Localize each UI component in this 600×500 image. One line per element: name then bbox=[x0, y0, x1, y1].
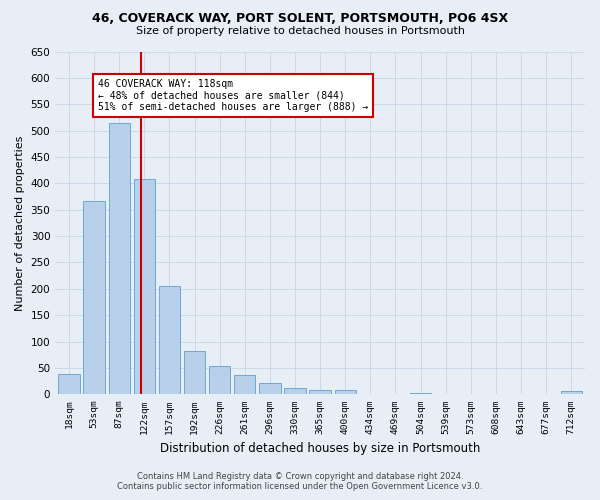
Text: Contains HM Land Registry data © Crown copyright and database right 2024.
Contai: Contains HM Land Registry data © Crown c… bbox=[118, 472, 482, 491]
Bar bbox=[159, 286, 180, 395]
Bar bbox=[410, 392, 431, 394]
Bar bbox=[209, 366, 230, 394]
Text: Size of property relative to detached houses in Portsmouth: Size of property relative to detached ho… bbox=[136, 26, 464, 36]
Bar bbox=[83, 201, 105, 394]
Text: 46 COVERACK WAY: 118sqm
← 48% of detached houses are smaller (844)
51% of semi-d: 46 COVERACK WAY: 118sqm ← 48% of detache… bbox=[98, 79, 368, 112]
Bar bbox=[134, 179, 155, 394]
Y-axis label: Number of detached properties: Number of detached properties bbox=[15, 135, 25, 310]
Bar bbox=[259, 382, 281, 394]
Bar bbox=[109, 122, 130, 394]
Bar bbox=[234, 375, 256, 394]
Bar bbox=[284, 388, 305, 394]
Bar bbox=[310, 390, 331, 394]
Text: 46, COVERACK WAY, PORT SOLENT, PORTSMOUTH, PO6 4SX: 46, COVERACK WAY, PORT SOLENT, PORTSMOUT… bbox=[92, 12, 508, 26]
Bar bbox=[184, 351, 205, 395]
Bar bbox=[335, 390, 356, 394]
Bar bbox=[560, 391, 582, 394]
X-axis label: Distribution of detached houses by size in Portsmouth: Distribution of detached houses by size … bbox=[160, 442, 480, 455]
Bar bbox=[58, 374, 80, 394]
